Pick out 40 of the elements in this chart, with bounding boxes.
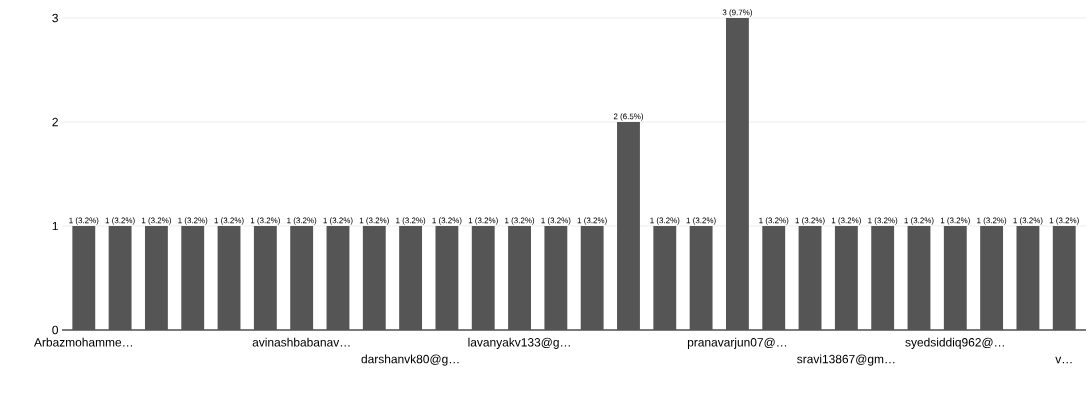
bar [399,226,423,330]
bar [181,226,205,330]
x-tick-label: sravi13867@gm… [797,354,895,366]
bar [617,122,640,330]
bar [834,226,858,330]
y-tick-label: 2 [52,117,58,127]
bar [871,226,895,330]
y-tick-label: 0 [52,325,59,335]
bar [326,226,350,330]
bar [798,226,822,330]
bar [1052,226,1076,330]
x-tick-label: avinashbabanav… [252,337,350,347]
bar [943,226,967,330]
x-tick-label: pranavarjun07@… [687,337,787,349]
bar [508,226,531,330]
x-tick-label: syedsiddiq962@… [905,337,1004,349]
bar [689,226,713,330]
bar [980,226,1004,330]
bar [435,226,459,330]
y-tick-label: 1 [52,221,58,231]
bar [725,18,749,330]
bar [471,226,495,330]
bar [762,226,786,330]
x-tick-label: darshanvk80@g… [361,354,459,366]
y-tick-label: 3 [52,13,58,23]
bar [72,226,96,330]
x-tick-label: v… [1055,356,1072,364]
bar [217,226,241,330]
bar [290,226,314,330]
x-tick-label: lavanyakv133@g… [468,337,570,349]
bar [1016,226,1040,330]
bar [580,226,604,330]
bar [653,226,677,330]
bar [362,226,386,330]
bar [544,226,568,330]
bar [108,226,132,330]
bar [907,226,931,330]
bar [253,226,277,330]
x-tick-label: Arbazmohamme… [33,337,132,347]
bar [144,226,168,330]
